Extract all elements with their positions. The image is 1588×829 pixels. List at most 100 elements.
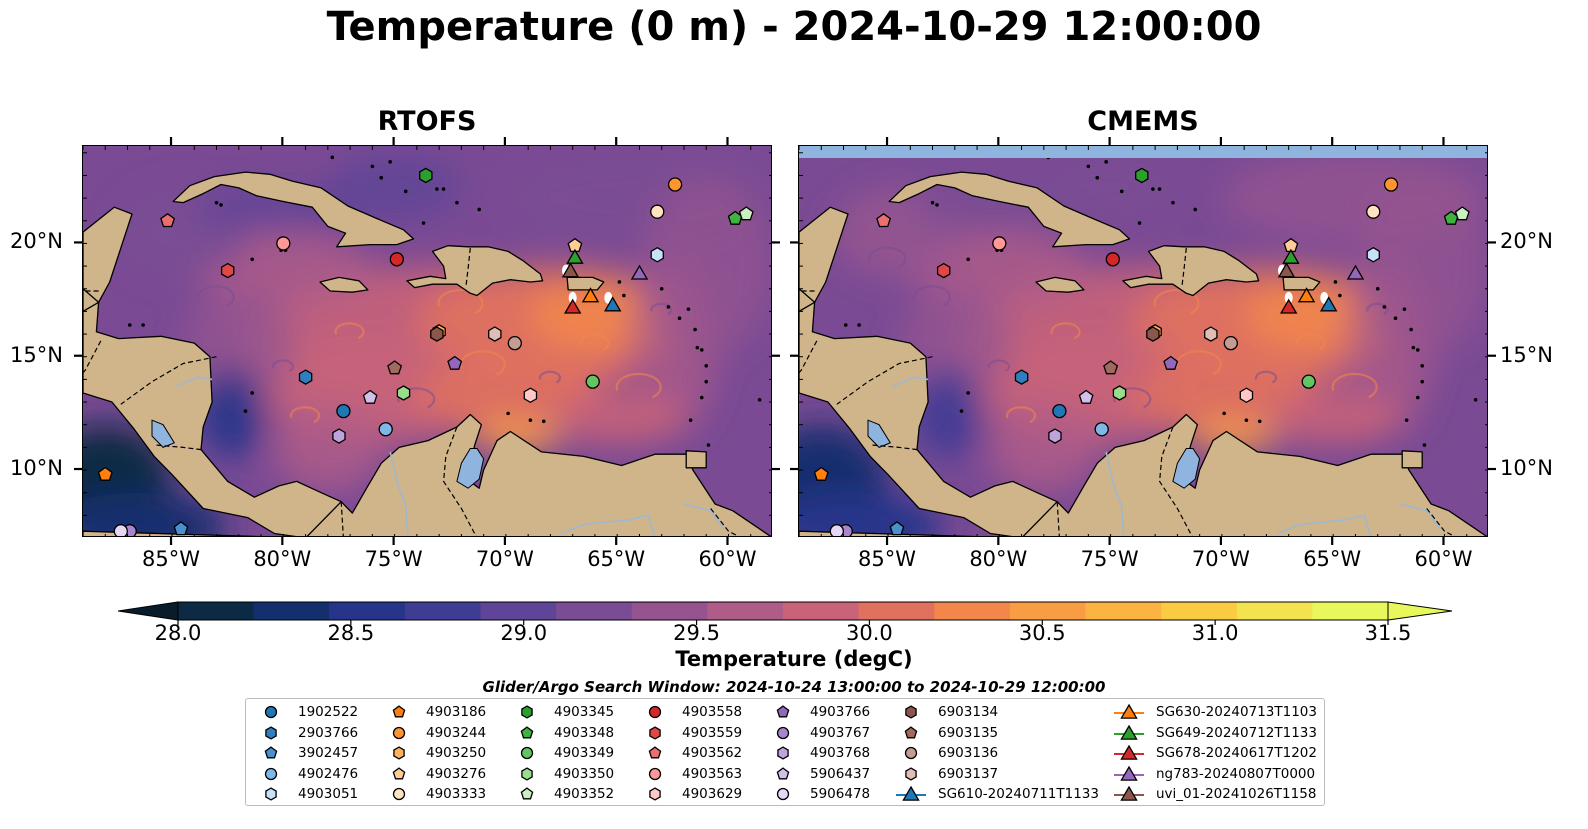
marker-4903768[interactable] xyxy=(332,428,346,444)
marker-6903137[interactable] xyxy=(488,326,502,342)
legend-marker[interactable] xyxy=(521,705,533,719)
legend-marker[interactable] xyxy=(1120,703,1138,719)
legend-marker[interactable] xyxy=(648,767,662,780)
marker-sg630-20240713t1103[interactable] xyxy=(1297,287,1316,303)
legend-marker[interactable] xyxy=(392,726,406,739)
marker-4903186[interactable] xyxy=(813,466,829,481)
marker-4903768[interactable] xyxy=(1048,428,1062,444)
marker-6903134[interactable] xyxy=(1146,326,1160,342)
marker-1902522[interactable] xyxy=(1052,403,1067,419)
marker-4903562[interactable] xyxy=(876,213,892,228)
marker-sg649-20240712t1133[interactable] xyxy=(566,248,584,264)
marker-4903333[interactable] xyxy=(1366,204,1381,219)
marker-3902457[interactable] xyxy=(173,521,189,536)
marker-6903135[interactable] xyxy=(387,360,403,375)
marker-ng783-20240807t0000[interactable] xyxy=(630,264,649,280)
legend-marker[interactable] xyxy=(520,746,534,760)
legend-marker[interactable] xyxy=(648,705,662,719)
legend-marker[interactable] xyxy=(264,746,278,759)
legend-marker[interactable] xyxy=(520,787,534,800)
legend-marker[interactable] xyxy=(777,746,789,760)
rtofs-map[interactable] xyxy=(82,145,772,537)
marker-uvi_01-20241026t1158[interactable] xyxy=(561,262,580,278)
marker-5906437[interactable] xyxy=(362,389,378,404)
marker-4903333[interactable] xyxy=(650,204,665,219)
legend-marker[interactable] xyxy=(776,726,790,739)
marker-4903559[interactable] xyxy=(936,262,951,279)
marker-4903051[interactable] xyxy=(1366,246,1380,263)
marker-4903629[interactable] xyxy=(1239,387,1254,404)
marker-ng783-20240807t0000[interactable] xyxy=(1346,264,1365,280)
legend-marker[interactable] xyxy=(905,705,917,719)
marker-5906478[interactable] xyxy=(829,524,844,537)
legend-marker[interactable] xyxy=(904,746,918,760)
legend-marker[interactable] xyxy=(905,766,917,781)
legend-marker[interactable] xyxy=(649,787,661,801)
marker-4903352[interactable] xyxy=(738,206,754,221)
legend-marker[interactable] xyxy=(265,725,277,740)
legend-marker[interactable] xyxy=(392,705,406,718)
marker-6903135[interactable] xyxy=(1103,360,1119,375)
marker-4903558[interactable] xyxy=(1105,252,1120,267)
marker-6903137[interactable] xyxy=(1204,326,1218,342)
marker-4902476[interactable] xyxy=(1094,422,1109,437)
marker-4903350[interactable] xyxy=(396,385,411,401)
marker-2903766[interactable] xyxy=(1014,369,1029,385)
marker-3902457[interactable] xyxy=(889,521,905,536)
marker-sg649-20240712t1133[interactable] xyxy=(1282,248,1300,264)
marker-5906478[interactable] xyxy=(113,524,128,537)
marker-4903629[interactable] xyxy=(523,387,538,404)
legend-marker[interactable] xyxy=(649,725,661,740)
marker-4903345[interactable] xyxy=(1135,167,1149,184)
marker-6903134[interactable] xyxy=(430,326,444,342)
legend-marker[interactable] xyxy=(392,787,406,801)
legend-marker[interactable] xyxy=(1120,744,1138,760)
marker-4903349[interactable] xyxy=(585,374,600,389)
marker-4903244[interactable] xyxy=(1383,177,1399,192)
marker-uvi_01-20241026t1158[interactable] xyxy=(1277,262,1296,278)
legend-marker[interactable] xyxy=(520,725,534,738)
marker-4903766[interactable] xyxy=(1163,355,1179,370)
legend-marker[interactable] xyxy=(902,785,920,801)
legend-marker[interactable] xyxy=(521,766,533,781)
legend-marker[interactable] xyxy=(1120,724,1138,740)
marker-5906437[interactable] xyxy=(1078,389,1094,404)
marker-4902476[interactable] xyxy=(378,422,393,437)
marker-4903051[interactable] xyxy=(650,246,664,263)
cmems-map-canvas[interactable] xyxy=(799,146,1488,537)
legend-marker[interactable] xyxy=(1120,765,1138,781)
legend-marker[interactable] xyxy=(776,766,790,779)
marker-sg678-20240617t1202[interactable] xyxy=(1279,298,1298,314)
marker-4903559[interactable] xyxy=(220,262,235,279)
marker-4903350[interactable] xyxy=(1112,385,1127,401)
legend-marker[interactable] xyxy=(904,725,918,738)
legend-marker[interactable] xyxy=(265,787,277,801)
marker-sg630-20240713t1103[interactable] xyxy=(581,287,600,303)
legend-marker[interactable] xyxy=(392,766,406,779)
marker-4903349[interactable] xyxy=(1301,374,1316,389)
rtofs-map-canvas[interactable] xyxy=(83,146,772,537)
cmems-map[interactable] xyxy=(798,145,1488,537)
legend-marker[interactable] xyxy=(264,705,278,719)
legend-marker[interactable] xyxy=(264,767,278,780)
legend-marker[interactable] xyxy=(1120,785,1138,801)
legend-marker[interactable] xyxy=(776,787,790,801)
marker-4903186[interactable] xyxy=(97,466,113,481)
marker-2903766[interactable] xyxy=(298,369,313,385)
marker-4903766[interactable] xyxy=(447,355,463,370)
marker-4903345[interactable] xyxy=(419,167,433,184)
legend-marker[interactable] xyxy=(776,705,790,718)
marker-4903563[interactable] xyxy=(992,236,1007,251)
marker-6903136[interactable] xyxy=(507,335,522,351)
marker-4903558[interactable] xyxy=(389,252,404,267)
marker-4903352[interactable] xyxy=(1454,206,1470,221)
marker-4903563[interactable] xyxy=(276,236,291,251)
marker-sg610-20240711t1133[interactable] xyxy=(603,296,622,312)
legend-marker[interactable] xyxy=(393,746,405,760)
marker-6903136[interactable] xyxy=(1223,335,1238,351)
marker-sg610-20240711t1133[interactable] xyxy=(1319,296,1338,312)
legend-marker[interactable] xyxy=(648,746,662,759)
marker-sg678-20240617t1202[interactable] xyxy=(563,298,582,314)
marker-4903244[interactable] xyxy=(667,177,683,192)
marker-1902522[interactable] xyxy=(336,403,351,419)
